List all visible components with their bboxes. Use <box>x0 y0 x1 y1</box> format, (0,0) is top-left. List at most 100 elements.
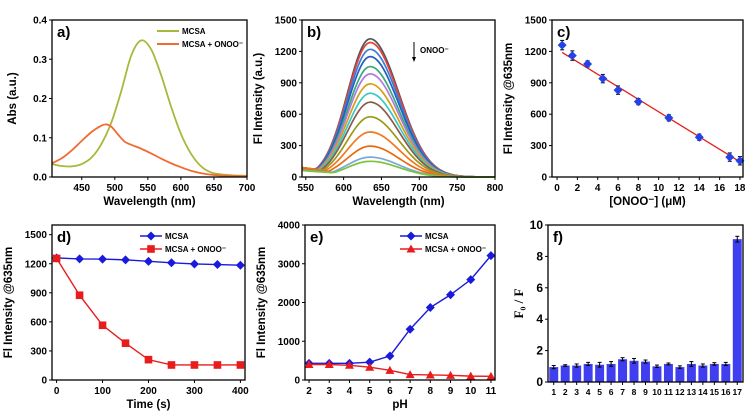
x-tick-label: 8 <box>428 386 434 397</box>
bar <box>732 239 742 382</box>
legend-marker <box>406 244 416 253</box>
x-tick-label: 200 <box>140 386 157 397</box>
x-tick-label: 0 <box>54 386 60 397</box>
data-point <box>236 361 245 369</box>
x-tick-label: 5 <box>597 387 602 397</box>
y-tick-label: 1500 <box>25 230 48 241</box>
legend-label: MCSA + ONOO⁻ <box>182 40 243 49</box>
data-point <box>405 370 415 379</box>
bar <box>629 360 639 382</box>
series-line <box>56 258 241 366</box>
bar <box>549 367 559 382</box>
x-tick-label: 4 <box>595 183 601 194</box>
panel-label: e) <box>310 229 323 246</box>
legend-label: MCSA + ONOO⁻ <box>425 245 486 254</box>
x-tick-label: 700 <box>239 183 256 194</box>
x-tick-label: 550 <box>140 183 157 194</box>
y-tick-label: 300 <box>530 141 547 152</box>
data-point <box>694 132 704 142</box>
bar <box>709 363 719 382</box>
data-point <box>583 59 593 69</box>
bar <box>606 363 616 382</box>
y-tick-label: 300 <box>30 346 47 357</box>
data-point <box>213 361 222 369</box>
y-tick-label: 1500 <box>525 16 548 27</box>
data-point <box>75 254 85 264</box>
data-point <box>405 324 415 334</box>
y-tick-label: 0.4 <box>33 16 47 27</box>
legend-label: MCSA + ONOO⁻ <box>165 245 226 254</box>
plot-frame <box>301 19 496 178</box>
y-tick-label: 1500 <box>275 16 298 27</box>
x-tick-label: 10 <box>465 386 477 397</box>
bar <box>721 363 731 382</box>
y-axis-label: Fl Intensity @635nm <box>256 247 268 359</box>
x-tick-label: 9 <box>448 386 454 397</box>
panel-label: c) <box>557 24 570 41</box>
x-tick-label: 6 <box>387 386 393 397</box>
legend-label: MCSA <box>165 232 189 241</box>
x-tick-label: 2 <box>563 387 568 397</box>
x-tick-label: 2 <box>575 183 581 194</box>
y-axis-label: F₀ / F <box>511 289 526 319</box>
data-point <box>121 255 131 265</box>
data-point <box>189 259 199 269</box>
x-tick-label: 750 <box>449 183 466 194</box>
data-point <box>385 351 395 361</box>
data-point <box>235 260 245 270</box>
y-tick-label: 2000 <box>278 298 301 309</box>
x-tick-label: 7 <box>407 386 413 397</box>
y-tick-label: 0.0 <box>33 173 47 184</box>
y-tick-label: 10 <box>530 218 544 232</box>
data-point <box>567 51 577 61</box>
y-tick-label: 0 <box>541 173 547 184</box>
x-tick-label: 14 <box>698 387 708 397</box>
x-tick-label: 6 <box>615 183 621 194</box>
x-tick-label: 11 <box>664 387 673 397</box>
x-tick-label: 400 <box>232 386 249 397</box>
data-point <box>52 254 61 263</box>
data-point <box>385 365 395 374</box>
bar <box>675 367 685 382</box>
data-point <box>121 339 130 347</box>
data-point <box>344 360 354 369</box>
series-line <box>51 39 248 177</box>
data-point <box>446 290 456 300</box>
data-point <box>144 355 153 364</box>
chart-panel-b: 0 300 600 900 1200 1500 550 600 650 700 750 800 Wave… <box>253 16 504 209</box>
data-point <box>633 97 643 107</box>
y-tick-label: 600 <box>30 317 47 328</box>
y-tick-label: 4000 <box>278 221 301 232</box>
bar <box>560 365 570 382</box>
data-point <box>446 370 456 379</box>
x-tick-label: 12 <box>675 387 685 397</box>
x-tick-label: 450 <box>73 183 90 194</box>
x-tick-label: 16 <box>714 183 726 194</box>
chart-panel-a: 0.0 0.1 0.2 0.3 0.4 450 500 550 600 650 700 Wavelen… <box>7 16 256 209</box>
x-tick-label: 100 <box>94 386 111 397</box>
x-tick-label: 10 <box>652 387 662 397</box>
x-tick-label: 300 <box>186 386 203 397</box>
legend-marker <box>146 231 156 241</box>
data-point <box>425 303 435 313</box>
x-tick-label: 6 <box>609 387 614 397</box>
data-point <box>466 371 476 380</box>
data-point <box>664 113 674 123</box>
y-tick-label: 900 <box>280 78 297 89</box>
y-tick-label: 1200 <box>25 259 48 270</box>
x-tick-label: 600 <box>335 183 352 194</box>
bar <box>686 363 696 382</box>
y-tick-label: 8 <box>536 249 543 263</box>
x-tick-label: 600 <box>173 183 190 194</box>
data-point <box>98 254 108 264</box>
x-tick-label: 500 <box>106 183 123 194</box>
y-tick-label: 300 <box>280 141 297 152</box>
data-point <box>365 357 375 367</box>
legend-label: MCSA <box>182 27 206 36</box>
bar <box>572 365 582 382</box>
y-tick-label: 0 <box>41 376 47 387</box>
x-tick-label: 7 <box>620 387 625 397</box>
y-tick-label: 2 <box>536 344 543 358</box>
